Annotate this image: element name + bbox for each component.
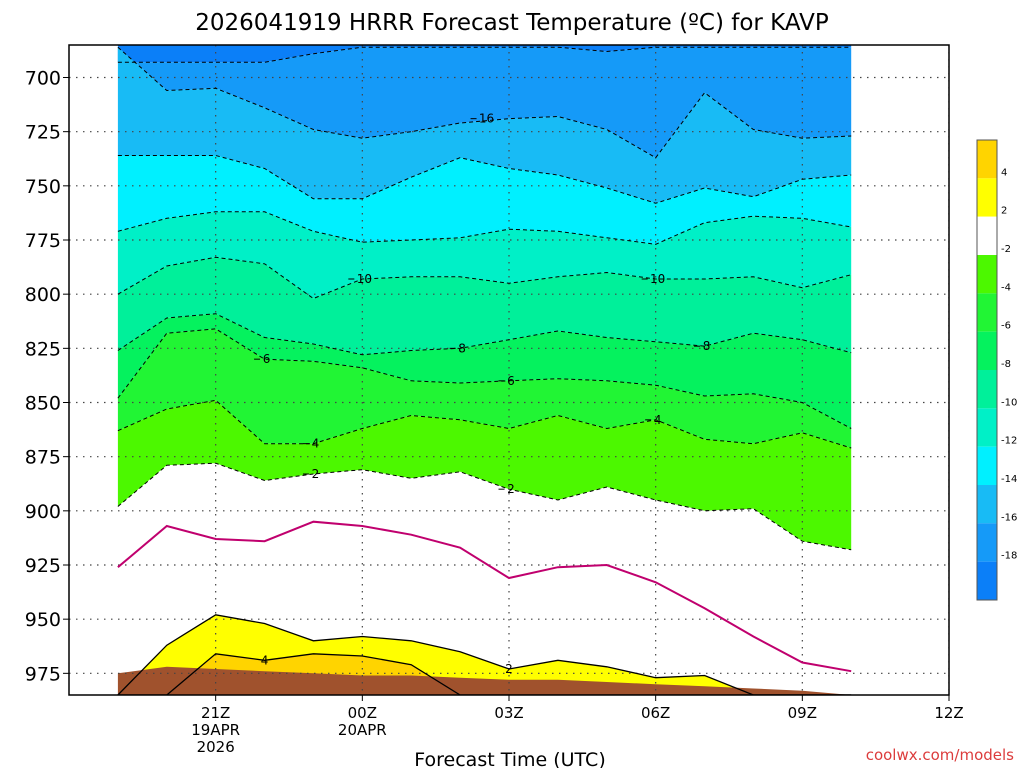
temperature-band: [117, 463, 852, 695]
contour-label: 8: [458, 341, 466, 355]
colorbar-swatch: [977, 370, 997, 409]
colorbar-label: -2: [1001, 244, 1011, 255]
isotherm-line: [117, 614, 852, 695]
colorbar-label: -12: [1001, 436, 1017, 447]
y-tick-label: 825: [25, 338, 61, 360]
y-tick-label: 750: [25, 176, 61, 198]
colorbar-label: -10: [1001, 397, 1017, 408]
y-tick-label: 975: [25, 663, 61, 685]
contour-label: 8: [703, 339, 711, 353]
colorbar-label: 4: [1001, 167, 1007, 178]
colorbar-swatch: [977, 561, 997, 600]
contour-label: 6: [507, 374, 515, 388]
isotherm-line: [117, 211, 852, 245]
contour-label: 4: [312, 437, 320, 451]
x-tick-label: 09Z: [788, 704, 817, 722]
temperature-band: [117, 211, 852, 299]
colorbar-label: -8: [1001, 359, 1011, 370]
colorbar-swatch: [977, 216, 997, 255]
colorbar-label: -4: [1001, 282, 1011, 293]
isotherm-line: [117, 313, 852, 356]
y-tick-label: 700: [25, 68, 61, 90]
freezing-line: [117, 520, 852, 673]
y-tick-label: 800: [25, 284, 61, 306]
isotherm-line: [117, 653, 852, 695]
contour-label: 6: [263, 352, 271, 366]
colorbar-swatch: [977, 408, 997, 447]
x-tick-label: 12Z: [934, 704, 963, 722]
x-tick-label: 20APR: [338, 721, 387, 739]
x-tick-label: 19APR: [191, 721, 240, 739]
temperature-band: [117, 400, 852, 550]
contour-label: 4: [654, 413, 662, 427]
colorbar-label: -14: [1001, 474, 1017, 485]
credit-text: coolwx.com/models: [866, 746, 1014, 764]
colorbar-swatch: [977, 293, 997, 332]
contour-label: 2: [507, 482, 515, 496]
contour-label: 16: [479, 112, 494, 126]
x-tick-label: 00Z: [348, 704, 377, 722]
x-tick-label: 2026: [197, 738, 235, 756]
y-tick-label: 725: [25, 122, 61, 144]
isotherm-line: [117, 155, 852, 204]
colorbar-swatch: [977, 331, 997, 370]
contour-label: 2: [505, 662, 513, 676]
y-tick-label: 875: [25, 447, 61, 469]
colorbar-label: -6: [1001, 321, 1011, 332]
contour-label: 10: [650, 272, 665, 286]
temperature-band: [117, 47, 852, 204]
y-tick-label: 900: [25, 501, 61, 523]
isotherm-line: [117, 462, 852, 551]
colorbar-swatch: [977, 140, 997, 179]
colorbar-swatch: [977, 178, 997, 217]
y-tick-label: 925: [25, 555, 61, 577]
chart-title: 2026041919 HRRR Forecast Temperature (ºC…: [195, 10, 829, 36]
colorbar-frame: [976, 139, 998, 601]
x-axis-label: Forecast Time (UTC): [414, 749, 605, 768]
x-tick-label: 06Z: [641, 704, 670, 722]
temperature-band: [117, 328, 852, 448]
y-tick-label: 850: [25, 393, 61, 415]
x-tick-label: 03Z: [494, 704, 523, 722]
colorbar-swatch: [977, 485, 997, 524]
isotherm-line: [117, 399, 852, 449]
colorbar-label: 2: [1001, 206, 1007, 217]
contour-label: 4: [261, 653, 269, 667]
temperature-band: [117, 257, 852, 355]
contour-label: 10: [357, 272, 372, 286]
temperature-band: [117, 45, 852, 63]
temperature-band: [117, 47, 852, 158]
colorbar-swatch: [977, 255, 997, 294]
colorbar-label: -18: [1001, 551, 1017, 562]
x-tick-label: 21Z: [201, 704, 230, 722]
colorbar-swatch: [977, 446, 997, 485]
isotherm-line: [117, 46, 852, 63]
isotherm-line: [117, 46, 852, 159]
colorbar-swatch: [977, 523, 997, 562]
y-tick-label: 950: [25, 609, 61, 631]
temperature-band: [117, 155, 852, 245]
contour-label: 2: [312, 467, 320, 481]
y-tick-label: 775: [25, 230, 61, 252]
colorbar-label: -16: [1001, 512, 1017, 523]
